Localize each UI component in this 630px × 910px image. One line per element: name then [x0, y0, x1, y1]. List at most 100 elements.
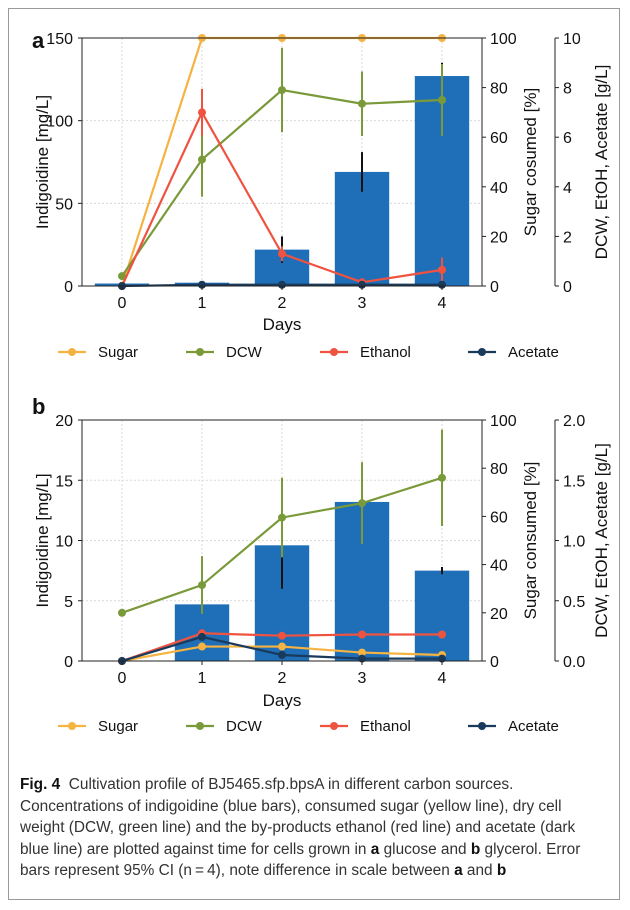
- dcw-point: [438, 96, 446, 104]
- ethanol-point: [198, 108, 206, 117]
- dcw-point: [358, 99, 366, 108]
- y-right2-tick-label: 10: [563, 31, 581, 48]
- y-right2-tick-label: 2: [563, 229, 572, 246]
- y-right2-tick-label: 0.5: [563, 594, 585, 611]
- y-right-axis-label: Sugar cosumed [%]: [521, 88, 540, 236]
- y-right-tick-label: 60: [490, 509, 508, 526]
- ethanol-point: [278, 631, 286, 640]
- y-tick-label: 0: [64, 279, 73, 296]
- y-right-tick-label: 60: [490, 130, 508, 147]
- indigoidine-bar: [414, 570, 470, 661]
- y-right-tick-label: 0: [490, 279, 499, 296]
- x-tick-label: 4: [438, 295, 447, 312]
- chart-panel-b: 0 5 10 15 20 0 20 40 60 80 100 0.0 0.5 1.0 1.5 2.0 0 1 2 3 4…: [32, 394, 611, 735]
- y-tick-label: 50: [55, 196, 73, 213]
- legend-swatch-marker: [68, 348, 76, 356]
- acetate-point: [198, 280, 206, 289]
- legend-swatch-marker: [330, 348, 338, 356]
- panel-label: b: [32, 394, 45, 419]
- ethanol-point: [438, 630, 446, 639]
- ethanol-point: [278, 249, 286, 258]
- x-tick-label: 3: [358, 670, 367, 687]
- dcw-point: [358, 499, 366, 508]
- y-tick-label: 100: [46, 114, 73, 131]
- legend-label: Ethanol: [360, 718, 411, 735]
- y-axis-label: Indigoidine [mg/L]: [33, 95, 52, 229]
- dcw-point: [278, 86, 286, 95]
- legend-label: Acetate: [508, 718, 559, 735]
- dcw-point: [278, 513, 286, 522]
- y-right2-tick-label: 1.5: [563, 473, 585, 490]
- y-right-tick-label: 80: [490, 81, 508, 98]
- figure-caption: Fig. 4 Cultivation profile of BJ5465.sfp…: [20, 774, 606, 882]
- acetate-point: [358, 280, 366, 289]
- y-tick-label: 20: [55, 413, 73, 430]
- legend-label: DCW: [226, 344, 263, 361]
- ethanol-point: [358, 630, 366, 639]
- x-tick-label: 0: [118, 295, 127, 312]
- y-right-tick-label: 20: [490, 606, 508, 623]
- legend-label: Sugar: [98, 344, 138, 361]
- y-tick-label: 150: [46, 31, 73, 48]
- y-right-tick-label: 100: [490, 31, 517, 48]
- dcw-point: [118, 272, 126, 281]
- y-right2-tick-label: 6: [563, 130, 572, 147]
- y-right2-axis-label: DCW, EtOH, Acetate [g/L]: [592, 65, 611, 260]
- sugar-point: [198, 642, 206, 651]
- dcw-point: [118, 608, 126, 617]
- caption-panel-ref: b: [496, 862, 507, 880]
- dcw-point: [198, 581, 206, 590]
- y-right2-tick-label: 8: [563, 81, 572, 98]
- y-tick-label: 10: [55, 534, 73, 551]
- x-tick-label: 2: [278, 295, 287, 312]
- y-right2-tick-label: 2.0: [563, 413, 585, 430]
- legend-swatch-marker: [196, 348, 204, 356]
- legend-swatch-marker: [196, 722, 204, 730]
- caption-panel-ref: a: [370, 840, 380, 858]
- y-tick-label: 0: [64, 654, 73, 671]
- y-right2-axis-label: DCW, EtOH, Acetate [g/L]: [592, 443, 611, 638]
- caption-text: and: [462, 862, 497, 880]
- legend-label: Ethanol: [360, 344, 411, 361]
- y-right-tick-label: 0: [490, 654, 499, 671]
- legend-label: DCW: [226, 718, 263, 735]
- y-right-tick-label: 40: [490, 180, 508, 197]
- x-tick-label: 3: [358, 295, 367, 312]
- panel-label: a: [32, 28, 45, 53]
- dcw-point: [438, 473, 446, 482]
- y-right2-tick-label: 4: [563, 180, 572, 197]
- x-tick-label: 4: [438, 670, 447, 687]
- acetate-point: [198, 632, 206, 641]
- caption-text: Cultivation profile of BJ5465.sfp.bpsA i…: [20, 776, 576, 858]
- x-axis-label: Days: [263, 691, 302, 710]
- y-right2-tick-label: 1.0: [563, 534, 585, 551]
- y-right-tick-label: 100: [490, 413, 517, 430]
- y-right2-tick-label: 0: [563, 279, 572, 296]
- y-right-tick-label: 20: [490, 229, 508, 246]
- legend-label: Sugar: [98, 718, 138, 735]
- dcw-point: [198, 155, 206, 164]
- acetate-point: [438, 280, 446, 289]
- x-tick-label: 1: [198, 295, 207, 312]
- caption-text: glycerol. Error bars represent 95% CI (n…: [20, 840, 581, 880]
- caption-panel-ref: b: [470, 840, 481, 858]
- caption-label: Fig. 4: [20, 776, 61, 793]
- figure-frame: [8, 8, 620, 900]
- legend-label: Acetate: [508, 344, 559, 361]
- y-tick-label: 15: [55, 473, 73, 490]
- y-right2-tick-label: 0.0: [563, 654, 585, 671]
- legend-swatch-marker: [478, 722, 486, 730]
- y-tick-label: 5: [64, 594, 73, 611]
- ethanol-point: [438, 265, 446, 274]
- x-tick-label: 2: [278, 670, 287, 687]
- caption-panel-ref: a: [454, 862, 463, 880]
- sugar-point: [278, 642, 286, 651]
- acetate-point: [278, 650, 286, 659]
- y-right-axis-label: Sugar consumed [%]: [521, 462, 540, 620]
- x-axis-label: Days: [263, 315, 302, 334]
- legend-swatch-marker: [478, 348, 486, 356]
- x-tick-label: 0: [118, 670, 127, 687]
- y-right-tick-label: 80: [490, 461, 508, 478]
